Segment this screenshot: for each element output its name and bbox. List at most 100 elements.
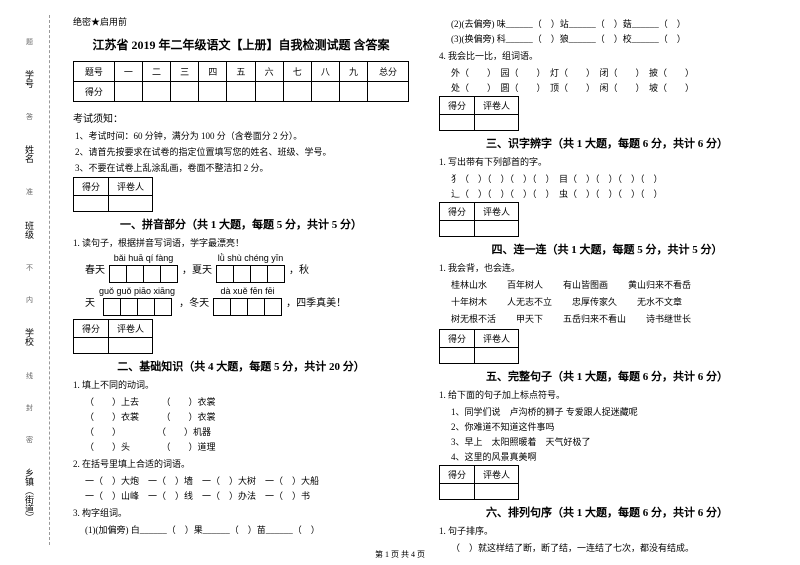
- exam-title: 江苏省 2019 年二年级语文【上册】自我检测试题 含答案: [73, 36, 409, 53]
- char-cell[interactable]: [267, 265, 285, 283]
- binding-mark: 题: [25, 38, 35, 45]
- scorebox-label: 得分: [440, 330, 475, 348]
- char-cell[interactable]: [233, 265, 251, 283]
- section-scorebox: 得分评卷人: [439, 202, 519, 237]
- scorebox-cell[interactable]: [74, 338, 109, 354]
- binding-mark: 答: [25, 113, 35, 120]
- binding-field-label: 乡镇（街道）: [23, 468, 36, 522]
- q2-sub: （ ）衣裳 （ ）衣裳: [85, 410, 409, 423]
- scorebox-label: 评卷人: [109, 178, 153, 196]
- score-cell[interactable]: [227, 82, 255, 102]
- q2-item2: 2. 在括号里填上合适的词语。: [73, 457, 409, 470]
- binding-field-label: 姓名: [23, 145, 36, 163]
- scorebox-cell[interactable]: [475, 484, 519, 500]
- q5-sub: 4、这里的风景真美啊: [451, 450, 775, 463]
- scorebox-cell[interactable]: [74, 196, 109, 212]
- match-row: 树无根不活甲天下五岳归来不看山诗书继世长: [451, 312, 775, 325]
- match-item: 无水不文章: [637, 295, 682, 308]
- section-6-title: 六、排列句序（共 1 大题，每题 6 分，共计 6 分）: [439, 504, 775, 520]
- match-item: 百年树人: [507, 278, 543, 291]
- scorebox-label: 得分: [440, 203, 475, 221]
- score-header: 八: [311, 62, 339, 82]
- char-cell[interactable]: [247, 298, 265, 316]
- score-cell[interactable]: [368, 82, 409, 102]
- score-cell[interactable]: [199, 82, 227, 102]
- scorebox-label: 得分: [74, 178, 109, 196]
- char-cell[interactable]: [109, 265, 127, 283]
- char-cell[interactable]: [137, 298, 155, 316]
- q2-sub: 一（ ）大炮 一（ ）墙 一（ ）大树 一（ ）大船: [85, 474, 409, 487]
- q5-sub: 1、同学们说 卢沟桥的狮子 专爱跟人捉迷藏呢: [451, 405, 775, 418]
- score-cell[interactable]: [114, 82, 142, 102]
- pinyin-text: bǎi huā qí fàng: [114, 253, 174, 263]
- score-cell[interactable]: [255, 82, 283, 102]
- char-cell[interactable]: [160, 265, 178, 283]
- scorebox-cell[interactable]: [440, 115, 475, 131]
- binding-mark: 线: [25, 372, 35, 379]
- binding-mark: 不: [25, 264, 35, 271]
- match-item: 人无志不立: [507, 295, 552, 308]
- q6-text: 1. 句子排序。: [439, 524, 775, 537]
- q1-text: 1. 读句子，根据拼音写词语，学字最漂亮！: [73, 236, 409, 249]
- match-item: 五岳归来不看山: [563, 312, 626, 325]
- scorebox-label: 得分: [440, 97, 475, 115]
- q3-text: 1. 写出带有下列部首的字。: [439, 155, 775, 168]
- notice-item: 3、不要在试卷上乱涂乱画，卷面不整洁扣 2 分。: [73, 161, 409, 174]
- scorebox-cell[interactable]: [440, 348, 475, 364]
- score-cell[interactable]: [142, 82, 170, 102]
- label-end: ，四季真美！: [286, 294, 346, 309]
- binding-mark: 内: [25, 296, 35, 303]
- right-column: (2)(去偏旁) 味______（ ）站______（ ）菇______（ ） …: [424, 15, 790, 545]
- page-footer: 第 1 页 共 4 页: [0, 549, 800, 560]
- scorebox-label: 评卷人: [109, 320, 153, 338]
- char-cell[interactable]: [264, 298, 282, 316]
- q2-sub: 一（ ）山峰 一（ ）线 一（ ）办法 一（ ）书: [85, 489, 409, 502]
- score-header: 九: [339, 62, 367, 82]
- char-cell[interactable]: [230, 298, 248, 316]
- match-item: 树无根不活: [451, 312, 496, 325]
- scorebox-cell[interactable]: [109, 196, 153, 212]
- section-3-title: 三、识字辨字（共 1 大题，每题 6 分，共计 6 分）: [439, 135, 775, 151]
- score-header: 四: [199, 62, 227, 82]
- exam-page: 题 学号 答 姓名 准 班级 不 内 学校 线 封 密 乡镇（街道） 绝密★启用…: [0, 0, 800, 545]
- scorebox-cell[interactable]: [475, 115, 519, 131]
- score-row-label: 得分: [74, 82, 115, 102]
- char-cell[interactable]: [154, 298, 172, 316]
- q2-sub: （ ）头 （ ）道理: [85, 440, 409, 453]
- section-scorebox: 得分评卷人: [439, 465, 519, 500]
- notice-title: 考试须知：: [73, 110, 409, 125]
- q2-sub: 处（ ） 圆（ ） 顶（ ） 闲（ ） 坡（ ）: [451, 81, 775, 94]
- score-header: 六: [255, 62, 283, 82]
- q2-item1: 1. 填上不同的动词。: [73, 378, 409, 391]
- scorebox-cell[interactable]: [440, 221, 475, 237]
- scorebox-cell[interactable]: [475, 348, 519, 364]
- scorebox-cell[interactable]: [440, 484, 475, 500]
- match-item: 黄山归来不看岳: [628, 278, 691, 291]
- char-cell[interactable]: [143, 265, 161, 283]
- char-cell[interactable]: [250, 265, 268, 283]
- char-cell[interactable]: [103, 298, 121, 316]
- char-cell[interactable]: [213, 298, 231, 316]
- match-item: 诗书继世长: [646, 312, 691, 325]
- pinyin-text: guǒ guǒ piāo xiāng: [99, 286, 175, 296]
- label-autumn: ，秋: [289, 261, 309, 276]
- label-winter: ，冬天: [179, 294, 209, 309]
- char-cell[interactable]: [126, 265, 144, 283]
- label-day: 天: [85, 294, 95, 309]
- q2-sub: 外（ ） 园（ ） 灯（ ） 闭（ ） 披（ ）: [451, 66, 775, 79]
- section-2-title: 二、基础知识（共 4 大题，每题 5 分，共计 20 分）: [73, 358, 409, 374]
- score-cell[interactable]: [339, 82, 367, 102]
- q2-sub: (3)(换偏旁) 科______（ ）狼______（ ）校______（ ）: [451, 32, 775, 45]
- char-cell[interactable]: [216, 265, 234, 283]
- score-cell[interactable]: [171, 82, 199, 102]
- q5-sub: 3、早上 太阳照暖着 天气好极了: [451, 435, 775, 448]
- pinyin-row-1: 春天 bǎi huā qí fàng ，夏天 lǜ shù chéng yīn …: [73, 253, 409, 283]
- match-item: 忠厚传家久: [572, 295, 617, 308]
- scorebox-cell[interactable]: [475, 221, 519, 237]
- score-cell[interactable]: [283, 82, 311, 102]
- char-cell[interactable]: [120, 298, 138, 316]
- score-cell[interactable]: [311, 82, 339, 102]
- scorebox-cell[interactable]: [109, 338, 153, 354]
- score-header: 二: [142, 62, 170, 82]
- scorebox-label: 得分: [440, 466, 475, 484]
